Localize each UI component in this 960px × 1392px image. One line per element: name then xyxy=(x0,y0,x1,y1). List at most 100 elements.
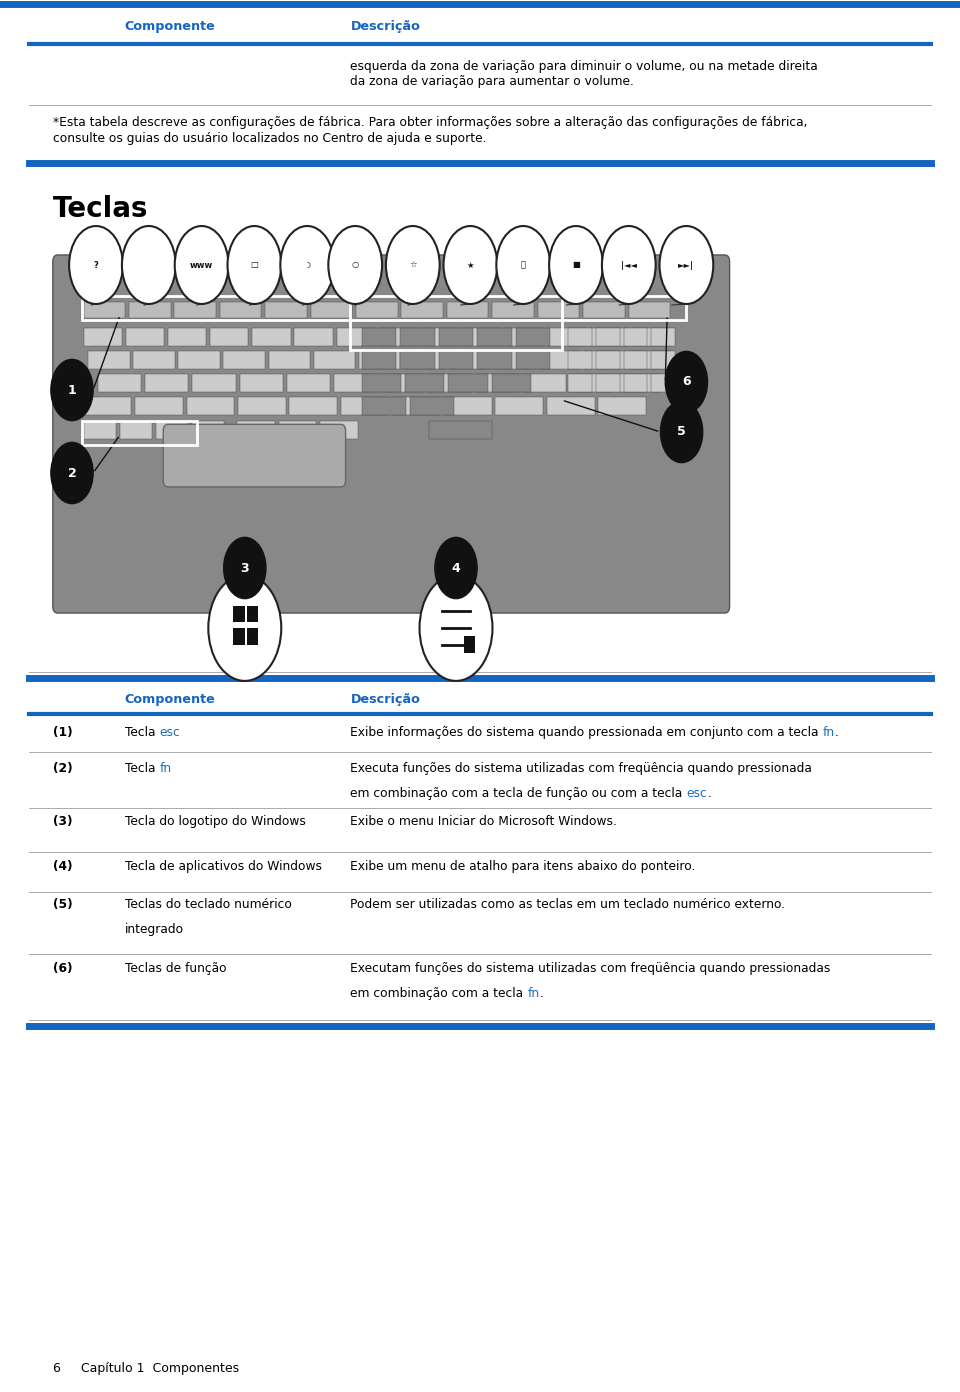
Bar xyxy=(493,351,535,369)
Text: ○: ○ xyxy=(351,260,359,270)
Bar xyxy=(88,351,130,369)
Bar xyxy=(175,302,216,319)
Bar xyxy=(191,420,224,438)
Bar xyxy=(82,296,686,320)
Bar xyxy=(439,329,473,347)
Bar xyxy=(314,351,355,369)
Circle shape xyxy=(224,537,266,599)
Text: 1: 1 xyxy=(67,384,77,397)
Text: (5): (5) xyxy=(53,898,72,910)
Text: Executa funções do sistema utilizadas com freqüência quando pressionada: Executa funções do sistema utilizadas co… xyxy=(350,761,812,775)
Bar xyxy=(362,374,401,393)
Text: (3): (3) xyxy=(53,814,72,828)
Text: em combinação com a tecla: em combinação com a tecla xyxy=(350,987,527,999)
Text: Componente: Componente xyxy=(125,693,216,706)
Bar xyxy=(84,302,125,319)
Text: Teclas de função: Teclas de função xyxy=(125,962,227,974)
Text: Tecla de aplicativos do Windows: Tecla de aplicativos do Windows xyxy=(125,860,322,873)
Bar xyxy=(547,329,586,347)
Text: Tecla: Tecla xyxy=(125,727,159,739)
Text: Descrição: Descrição xyxy=(350,693,420,706)
Bar xyxy=(393,397,440,415)
Bar xyxy=(126,329,164,347)
Circle shape xyxy=(435,537,477,599)
Bar xyxy=(240,374,283,393)
Text: 4: 4 xyxy=(451,561,461,575)
Text: Teclas: Teclas xyxy=(53,195,148,223)
Bar xyxy=(446,302,489,319)
Bar xyxy=(84,420,116,438)
Bar xyxy=(350,203,562,349)
Bar xyxy=(247,606,258,622)
Text: Exibe informações do sistema quando pressionada em conjunto com a tecla: Exibe informações do sistema quando pres… xyxy=(350,727,823,739)
Bar xyxy=(133,351,175,369)
Text: Podem ser utilizadas como as teclas em um teclado numérico externo.: Podem ser utilizadas como as teclas em u… xyxy=(350,898,785,910)
Circle shape xyxy=(660,226,713,303)
Bar xyxy=(568,351,592,369)
Text: fn: fn xyxy=(159,761,171,775)
Text: 2: 2 xyxy=(67,466,77,479)
Text: ►►|: ►►| xyxy=(679,260,694,270)
Text: Tecla do logotipo do Windows: Tecla do logotipo do Windows xyxy=(125,814,305,828)
Text: ★: ★ xyxy=(467,260,474,270)
Circle shape xyxy=(660,401,703,462)
Bar xyxy=(356,302,397,319)
Bar xyxy=(210,329,249,347)
Text: fn: fn xyxy=(823,727,835,739)
Bar xyxy=(492,374,531,393)
FancyBboxPatch shape xyxy=(53,255,730,612)
Bar xyxy=(84,329,122,347)
Circle shape xyxy=(420,575,492,681)
Circle shape xyxy=(228,226,281,303)
Bar xyxy=(538,302,579,319)
Bar xyxy=(220,302,261,319)
Text: em combinação com a tecla de função ou com a tecla: em combinação com a tecla de função ou c… xyxy=(350,786,686,800)
Text: (6): (6) xyxy=(53,962,72,974)
Bar xyxy=(265,302,307,319)
Bar xyxy=(192,374,235,393)
Circle shape xyxy=(602,226,656,303)
Bar xyxy=(568,374,592,393)
Bar xyxy=(522,374,566,393)
Bar xyxy=(629,351,670,369)
Text: 3: 3 xyxy=(241,561,249,575)
Bar xyxy=(589,329,628,347)
Text: ?: ? xyxy=(94,260,98,270)
Bar xyxy=(290,397,337,415)
Bar xyxy=(420,329,459,347)
Bar xyxy=(145,374,188,393)
Bar xyxy=(651,374,675,393)
Text: (2): (2) xyxy=(53,761,72,775)
Text: 5: 5 xyxy=(677,426,686,438)
Text: ■: ■ xyxy=(572,260,580,270)
Bar xyxy=(516,351,550,369)
Bar xyxy=(475,374,518,393)
Bar xyxy=(448,351,490,369)
Bar xyxy=(570,374,613,393)
Bar xyxy=(598,397,646,415)
FancyBboxPatch shape xyxy=(163,425,346,487)
Bar xyxy=(624,351,647,369)
Bar xyxy=(287,374,330,393)
Bar xyxy=(321,420,358,438)
Circle shape xyxy=(665,351,708,412)
Bar xyxy=(168,329,206,347)
Bar xyxy=(233,628,245,644)
Bar xyxy=(311,302,352,319)
Bar xyxy=(629,302,670,319)
Bar xyxy=(495,397,543,415)
Text: Exibe o menu Iniciar do Microsoft Windows.: Exibe o menu Iniciar do Microsoft Window… xyxy=(350,814,617,828)
Bar xyxy=(651,329,675,347)
Text: integrado: integrado xyxy=(125,923,184,935)
Bar xyxy=(624,374,647,393)
Circle shape xyxy=(175,226,228,303)
Bar xyxy=(238,397,286,415)
Bar xyxy=(341,397,389,415)
Bar xyxy=(247,628,258,644)
Bar xyxy=(464,636,475,653)
Bar xyxy=(617,374,660,393)
Bar xyxy=(295,329,333,347)
Bar xyxy=(186,397,234,415)
Circle shape xyxy=(328,226,382,303)
Circle shape xyxy=(549,226,603,303)
